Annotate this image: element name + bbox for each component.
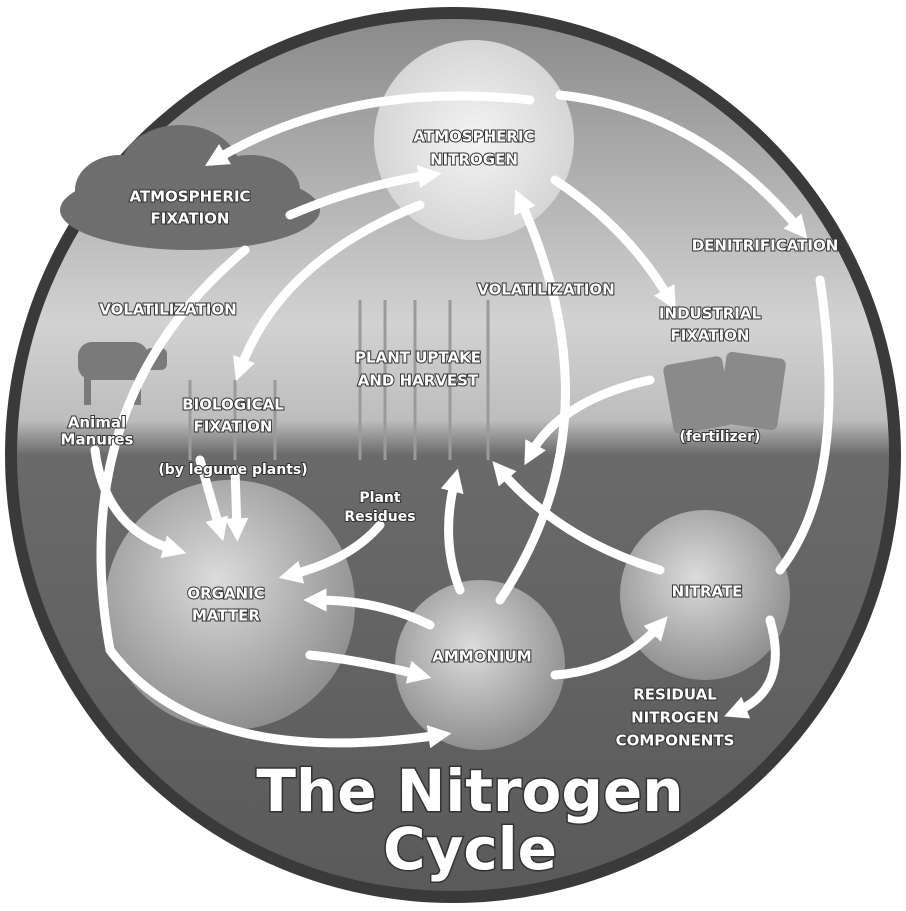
organic-matter-sphere [105,480,355,730]
industrial-fixation-label: FIXATION [671,327,750,345]
biological-fixation-label: BIOLOGICAL [182,396,284,414]
animal-manures-label: Animal [68,414,126,432]
animal-manures-label: Manures [61,431,134,449]
ammonium-label: AMMONIUM [432,648,531,666]
nitrate-label: NITRATE [672,583,743,601]
volatilization-label: VOLATILIZATION [477,281,615,299]
atmospheric-fixation-label: FIXATION [151,210,230,228]
fertilizer-note-label: (fertilizer) [680,429,761,445]
plant-uptake-label: PLANT UPTAKE [355,349,481,367]
atmospheric-nitrogen-label: ATMOSPHERIC [413,128,534,146]
organic-matter-label: ORGANIC [187,585,264,603]
atmospheric-fixation-label: ATMOSPHERIC [129,188,250,206]
plant-uptake-label: AND HARVEST [358,372,479,390]
denitrification-label: DENITRIFICATION [692,237,839,255]
organic-matter-label: MATTER [192,607,260,625]
plant-residues-label: Residues [344,509,415,525]
atmospheric-nitrogen-label: NITROGEN [430,151,518,169]
plant-residues-label: Plant [359,490,400,506]
industrial-fixation-label: INDUSTRIAL [659,305,762,323]
legume-note-label: (by legume plants) [158,462,307,478]
volatilization-label: VOLATILIZATION [99,301,237,319]
biological-fixation-label: FIXATION [194,418,273,436]
nitrogen-cycle-diagram: ATMOSPHERIC NITROGEN ATMOSPHERIC FIXATION VO… [0,0,906,911]
residual-components-label: RESIDUAL [633,686,717,704]
diagram-title: Cycle [383,815,557,883]
residual-components-label: COMPONENTS [616,732,735,750]
residual-components-label: NITROGEN [631,709,719,727]
